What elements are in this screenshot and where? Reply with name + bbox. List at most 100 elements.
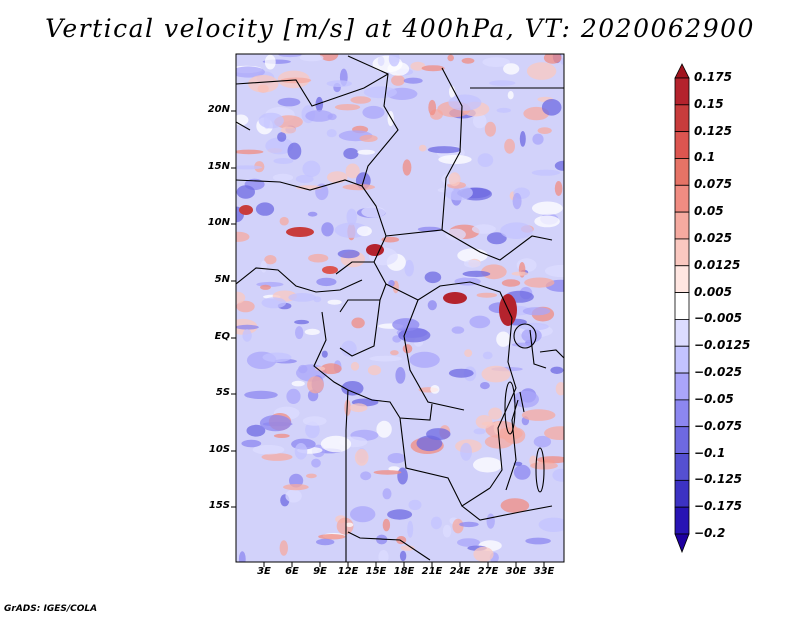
field-blob	[552, 468, 564, 482]
field-blob	[543, 54, 562, 64]
field-blob	[359, 134, 378, 142]
field-blob	[448, 94, 482, 111]
field-blob	[354, 449, 369, 466]
field-blob	[346, 208, 357, 226]
field-blob	[286, 388, 301, 404]
field-blob	[311, 458, 321, 468]
colorbar-label: −0.05	[694, 391, 734, 406]
lat-ticks	[231, 110, 236, 508]
field-blob	[262, 352, 292, 363]
field-blob	[426, 428, 451, 441]
field-blob	[316, 277, 337, 287]
lon-label-18e: 18E	[393, 566, 415, 577]
field-blob	[511, 342, 534, 347]
field-blob	[512, 192, 522, 210]
field-blob	[302, 160, 321, 177]
field-blob	[381, 236, 400, 243]
field-blob	[444, 185, 473, 201]
field-blob	[402, 159, 412, 176]
field-blob	[295, 326, 304, 340]
colorbar-label: 0.125	[694, 123, 732, 138]
field-blob	[457, 538, 480, 547]
field-blob	[482, 57, 511, 67]
field-blob	[357, 149, 375, 155]
colorbar-swatch	[674, 345, 690, 374]
field-blob	[448, 368, 474, 378]
field-blob	[280, 126, 296, 134]
field-blob	[319, 54, 339, 62]
field-blob	[258, 112, 284, 129]
field-blob	[526, 62, 557, 80]
field-blob	[238, 551, 246, 562]
field-blob	[427, 146, 461, 154]
field-blob	[294, 443, 308, 460]
field-blob	[397, 467, 408, 485]
field-blob	[404, 259, 414, 277]
colorbar-swatch	[674, 479, 690, 508]
field-blob	[500, 498, 530, 513]
field-blob	[472, 113, 487, 129]
field-blob	[471, 224, 496, 234]
field-blob	[350, 506, 376, 523]
colorbar-swatch	[674, 131, 690, 159]
field-blob	[447, 54, 455, 62]
colorbar-label: −0.025	[694, 365, 743, 380]
field-blob	[277, 132, 287, 142]
field-blob	[521, 328, 542, 343]
field-blob	[308, 253, 329, 263]
field-blob	[524, 277, 555, 288]
field-blob	[449, 85, 456, 98]
colorbar-label: −0.005	[694, 311, 743, 326]
field-blob	[488, 407, 503, 420]
field-blob	[538, 517, 564, 532]
field-blob	[503, 63, 520, 75]
colorbar-label: 0.15	[694, 96, 724, 111]
field-blob	[302, 416, 327, 426]
field-blob	[501, 279, 521, 287]
colorbar-swatch	[674, 426, 690, 454]
field-blob	[473, 428, 486, 435]
map-title: Vertical velocity [m/s] at 400hPa, VT: 2…	[45, 14, 755, 43]
lat-label-20n: 20N	[207, 104, 230, 115]
lon-label-21e: 21E	[421, 566, 443, 577]
field-blobs	[236, 54, 564, 562]
colorbar-label: 0.025	[694, 230, 732, 245]
field-blob	[252, 444, 285, 455]
field-blob	[291, 380, 305, 387]
field-blob	[382, 518, 391, 532]
colorbar-label: −0.075	[694, 418, 743, 433]
field-blob	[504, 138, 515, 154]
field-blob	[316, 538, 335, 546]
field-blob	[400, 545, 415, 551]
field-blob	[482, 351, 493, 360]
field-blob	[391, 75, 405, 86]
field-blob	[363, 86, 397, 99]
field-blob	[512, 390, 540, 408]
country-borders	[236, 55, 564, 562]
field-blob	[305, 110, 333, 122]
field-blob	[361, 206, 386, 218]
colorbar-label: 0.075	[694, 177, 732, 192]
field-blob	[321, 350, 328, 358]
field-blob	[534, 215, 560, 228]
field-blob	[430, 385, 440, 394]
field-blob	[298, 364, 308, 374]
field-blob	[382, 488, 392, 500]
field-blob	[521, 409, 556, 421]
field-blob	[402, 344, 413, 354]
field-blob	[315, 96, 324, 112]
colorbar-swatch	[674, 506, 690, 535]
field-blob	[288, 293, 317, 302]
field-blob	[304, 328, 320, 335]
field-blob	[418, 144, 427, 152]
lon-label-15e: 15E	[365, 566, 387, 577]
field-blob	[484, 121, 496, 137]
field-blob	[451, 326, 465, 334]
colorbar-label: −0.175	[694, 499, 743, 514]
field-blob	[277, 97, 301, 107]
field-blob	[350, 361, 360, 371]
colorbar-swatch	[674, 77, 690, 106]
field-blob	[532, 201, 563, 215]
field-blob	[345, 522, 354, 527]
field-blob	[555, 382, 564, 396]
